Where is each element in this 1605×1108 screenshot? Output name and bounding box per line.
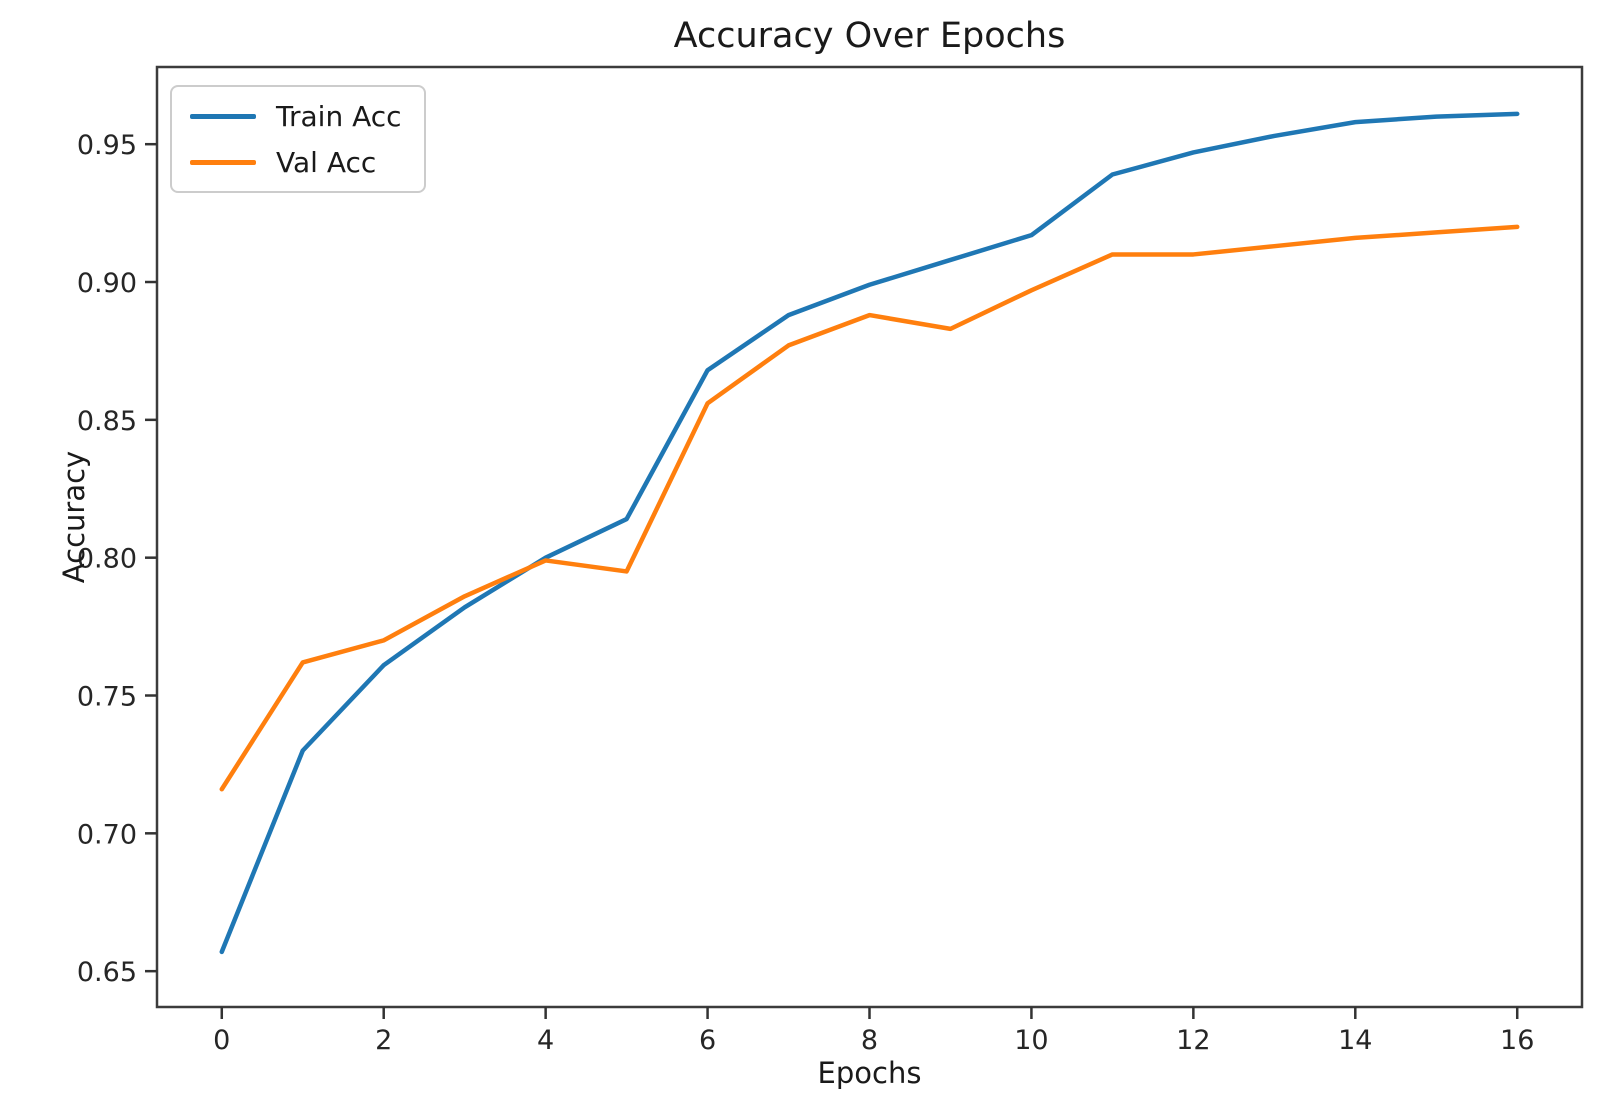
legend: Train Acc Val Acc [170, 85, 426, 193]
x-tick-label: 14 [1338, 1025, 1372, 1056]
x-tick-label: 10 [1014, 1025, 1048, 1056]
chart-title: Accuracy Over Epochs [673, 16, 1066, 56]
train-acc-line-swatch [190, 113, 256, 119]
x-tick-label: 6 [699, 1025, 716, 1056]
x-tick-label: 0 [213, 1025, 230, 1056]
legend-item-train-acc: Train Acc [190, 100, 406, 133]
plot-frame [155, 65, 1584, 1009]
val-acc-line-swatch [190, 159, 256, 165]
legend-label-train-acc: Train Acc [276, 99, 402, 133]
y-tick-label: 0.65 [77, 957, 137, 988]
y-tick-label: 0.85 [77, 406, 137, 437]
x-tick-label: 8 [861, 1025, 878, 1056]
y-tick-label: 0.95 [77, 130, 137, 161]
y-tick-label: 0.75 [77, 682, 137, 713]
legend-label-val-acc: Val Acc [276, 145, 377, 179]
x-tick-label: 2 [375, 1025, 392, 1056]
legend-item-val-acc: Val Acc [190, 146, 406, 179]
x-tick-label: 16 [1500, 1025, 1534, 1056]
train-acc-line [219, 111, 1520, 955]
y-tick-label: 0.90 [77, 268, 137, 299]
x-tick-label: 4 [537, 1025, 554, 1056]
y-axis-label: Accuracy [57, 450, 92, 584]
y-tick-label: 0.70 [77, 819, 137, 850]
x-axis-label: Epochs [817, 1056, 922, 1090]
x-tick-label: 12 [1176, 1025, 1210, 1056]
val-acc-line [219, 224, 1520, 792]
y-tick-label: 0.80 [77, 544, 137, 575]
